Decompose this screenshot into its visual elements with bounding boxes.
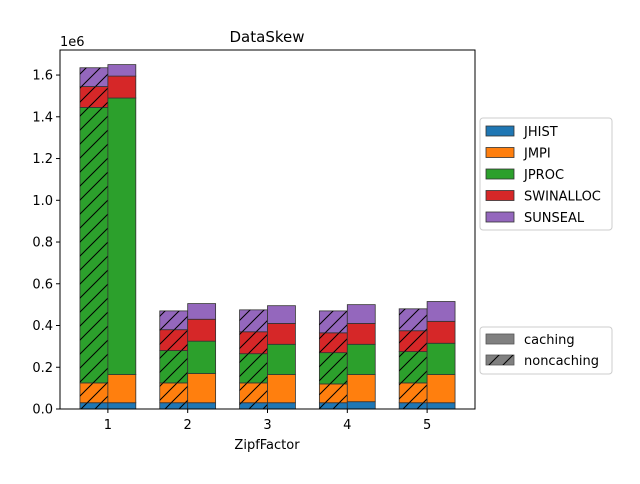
legend-swatch-sunseal: [485, 211, 515, 223]
bar-hatch-jhist-4: [319, 402, 348, 409]
bar-swinalloc-caching-3: [267, 323, 296, 345]
bar-hatch-sunseal-2: [159, 310, 188, 330]
bar-jhist-caching-1: [107, 402, 137, 410]
bar-hatch-jhist-3: [239, 402, 268, 409]
bar-hatch-jmpi-5: [399, 382, 428, 403]
bar-hatch-swinalloc-4: [319, 332, 348, 353]
axes-layer: 0.0 0.2 0.4 0.6 0.8 1.0 1.2 1.4 1.6 1 2 3 4 5: [32, 69, 431, 433]
x-tick-label: 2: [184, 418, 192, 433]
legend-label-sunseal: SUNSEAL: [524, 211, 585, 226]
bar-hatch-jmpi-4: [319, 383, 348, 403]
y-scale-label: 1e6: [60, 35, 85, 50]
bar-hatch-sunseal-1: [79, 67, 108, 87]
x-tick-label: 1: [104, 418, 112, 433]
bar-hatch-swinalloc-3: [239, 331, 268, 354]
bar-jproc-caching-1: [107, 97, 137, 375]
bar-jmpi-caching-3: [267, 374, 296, 404]
legend-label-jmpi: JMPI: [523, 147, 551, 162]
bar-jmpi-caching-1: [107, 374, 137, 404]
bar-hatch-jproc-4: [319, 352, 348, 384]
bar-hatch-swinalloc-1: [79, 86, 108, 108]
bar-jhist-caching-2: [187, 402, 217, 410]
bar-hatch-jhist-5: [399, 402, 428, 409]
legend-swatch-swinalloc: [485, 190, 515, 201]
bar-swinalloc-caching-2: [187, 318, 217, 342]
bars-layer: [79, 64, 456, 410]
bar-jmpi-caching-5: [426, 374, 456, 404]
bar-hatch-jmpi-2: [159, 382, 188, 403]
legend-hatch-noncaching: [486, 355, 514, 365]
legend-swatch-jhist: [485, 125, 515, 137]
legend-variant: caching noncaching: [479, 326, 613, 375]
bar-jhist-caching-3: [267, 402, 296, 410]
bar-hatch-swinalloc-2: [159, 329, 188, 351]
bar-swinalloc-caching-1: [107, 75, 137, 99]
bar-jhist-caching-5: [426, 402, 456, 410]
y-tick-label: 0.4: [32, 319, 53, 334]
legend-series-box: [479, 117, 613, 231]
bar-sunseal-caching-5: [426, 301, 456, 322]
legend-series: JHIST JMPI JPROC SWINALLOC SUNSEAL: [479, 117, 613, 231]
legend-swatch-jmpi: [485, 147, 515, 158]
legend-swatch-caching: [485, 333, 515, 345]
bar-hatch-swinalloc-5: [399, 330, 428, 352]
bar-hatch-jproc-3: [239, 353, 268, 383]
bar-jproc-caching-4: [346, 343, 376, 375]
y-tick-label: 1.2: [32, 152, 53, 167]
bar-hatch-jproc-5: [399, 351, 428, 383]
y-tick-label: 0.0: [32, 403, 53, 418]
bar-jmpi-caching-4: [346, 374, 376, 403]
x-tick-label: 4: [343, 418, 351, 433]
bar-sunseal-caching-2: [187, 303, 217, 320]
x-axis-label: ZipfFactor: [234, 438, 300, 453]
bar-hatch-jhist-2: [159, 402, 188, 409]
legend-label-jhist: JHIST: [523, 125, 558, 140]
y-tick-label: 1.6: [32, 69, 53, 84]
bar-hatch-sunseal-5: [399, 308, 428, 331]
bar-jhist-caching-4: [346, 401, 376, 410]
bar-hatch-jproc-1: [79, 107, 108, 383]
bar-jproc-caching-3: [267, 343, 296, 375]
bar-jproc-caching-2: [187, 340, 217, 374]
bar-hatch-jmpi-1: [79, 382, 108, 403]
y-tick-label: 0.6: [32, 277, 53, 292]
bar-hatch-sunseal-4: [319, 310, 348, 333]
legend-label-caching: caching: [524, 333, 575, 348]
y-tick-label: 1.0: [32, 194, 53, 209]
bar-sunseal-caching-1: [107, 64, 137, 77]
bar-hatch-jhist-1: [79, 402, 108, 409]
y-tick-label: 0.2: [32, 361, 53, 376]
bar-jproc-caching-5: [426, 342, 456, 375]
bar-hatch-jproc-2: [159, 350, 188, 383]
bar-hatch-jmpi-3: [239, 382, 268, 403]
x-tick-label: 3: [263, 418, 271, 433]
bar-hatch-sunseal-3: [239, 309, 268, 332]
bar-sunseal-caching-3: [267, 305, 296, 324]
legend-label-jproc: JPROC: [523, 168, 564, 183]
y-tick-label: 0.8: [32, 236, 53, 251]
chart-title: DataSkew: [230, 28, 305, 46]
legend-swatch-jproc: [485, 168, 515, 180]
bar-jmpi-caching-2: [187, 373, 217, 404]
y-tick-label: 1.4: [32, 110, 53, 125]
legend-label-swinalloc: SWINALLOC: [524, 190, 601, 205]
bar-sunseal-caching-4: [346, 304, 376, 324]
bar-swinalloc-caching-4: [346, 323, 376, 345]
bar-swinalloc-caching-5: [426, 320, 456, 344]
legend-label-noncaching: noncaching: [524, 354, 599, 369]
x-tick-label: 5: [423, 418, 431, 433]
